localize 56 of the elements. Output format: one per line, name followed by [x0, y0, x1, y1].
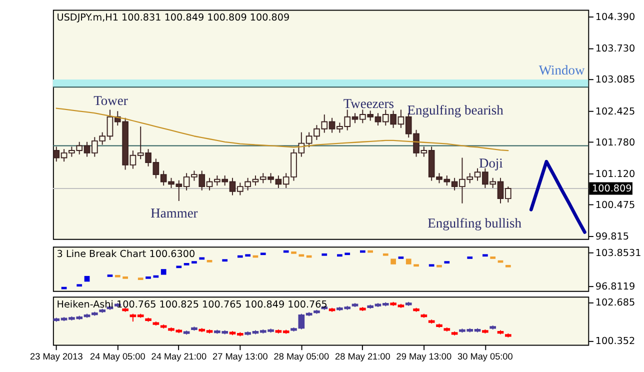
line-series — [529, 160, 586, 234]
bar — [245, 254, 250, 257]
x-tick-label: 24 May 05:00 — [90, 352, 146, 362]
bar — [482, 254, 488, 257]
y-tick-label: 102.425 — [595, 106, 636, 118]
bar — [122, 276, 128, 279]
bar — [146, 276, 151, 279]
chart-title: 3 Line Break Chart 100.6300 — [56, 249, 196, 260]
bar — [414, 264, 419, 267]
annotation: Tweezers — [343, 96, 394, 111]
x-tick-label: 28 May 05:00 — [274, 352, 330, 362]
y-tick-label: 104.390 — [595, 12, 636, 23]
bar — [436, 264, 442, 268]
bar — [176, 266, 182, 268]
y-tick-label: 100.475 — [595, 200, 636, 211]
y-tick-label: 100.352 — [595, 336, 636, 347]
bar — [344, 252, 350, 256]
bar — [84, 276, 90, 282]
bar — [337, 254, 342, 257]
bar — [291, 251, 296, 254]
annotation: Engulfing bearish — [407, 102, 504, 118]
bar — [406, 258, 412, 264]
x-tick-label: 29 May 13:00 — [396, 352, 452, 362]
bar — [298, 254, 304, 257]
annotation: Engulfing bullish — [428, 215, 522, 230]
bar — [76, 284, 82, 287]
y-tick-label: 103.730 — [595, 44, 636, 55]
y-tick-label: 99.815 — [595, 232, 630, 243]
ref-line-label: 100.809 — [592, 183, 632, 194]
y-tick-label: 102.685 — [595, 297, 636, 308]
y-tick-label: 103.085 — [595, 74, 636, 86]
y-tick-label: 101.780 — [595, 137, 636, 148]
chart-title: USDJPY.m,H1 100.831 100.849 100.809 100.809 — [56, 12, 290, 24]
bar — [222, 259, 228, 262]
bar — [160, 269, 166, 275]
bar — [428, 264, 434, 267]
chart-title: Heiken-Ashi 100.765 100.825 100.765 100.849 100.765 — [56, 299, 328, 310]
bar — [382, 253, 388, 256]
annotation: Doji — [478, 156, 504, 171]
y-tick-label: 96.8119 — [595, 281, 636, 292]
x-tick-label: 27 May 13:00 — [212, 352, 268, 362]
x-tick-label: 23 May 2013 — [30, 352, 83, 362]
y-tick-label: 103.8531 — [595, 248, 642, 260]
bar — [390, 258, 396, 264]
bar — [322, 253, 328, 256]
band-label: Window — [538, 62, 585, 78]
annotation: Tower — [94, 93, 128, 108]
annotation: Hammer — [150, 206, 198, 221]
bar — [260, 252, 266, 256]
bar — [206, 260, 212, 262]
x-tick-label: 24 May 21:00 — [151, 352, 207, 362]
x-tick-label: 30 May 05:00 — [458, 352, 513, 362]
y-tick-label: 101.120 — [595, 168, 636, 180]
bar — [114, 274, 120, 278]
x-tick-label: 28 May 21:00 — [335, 352, 390, 362]
bar — [505, 264, 511, 268]
